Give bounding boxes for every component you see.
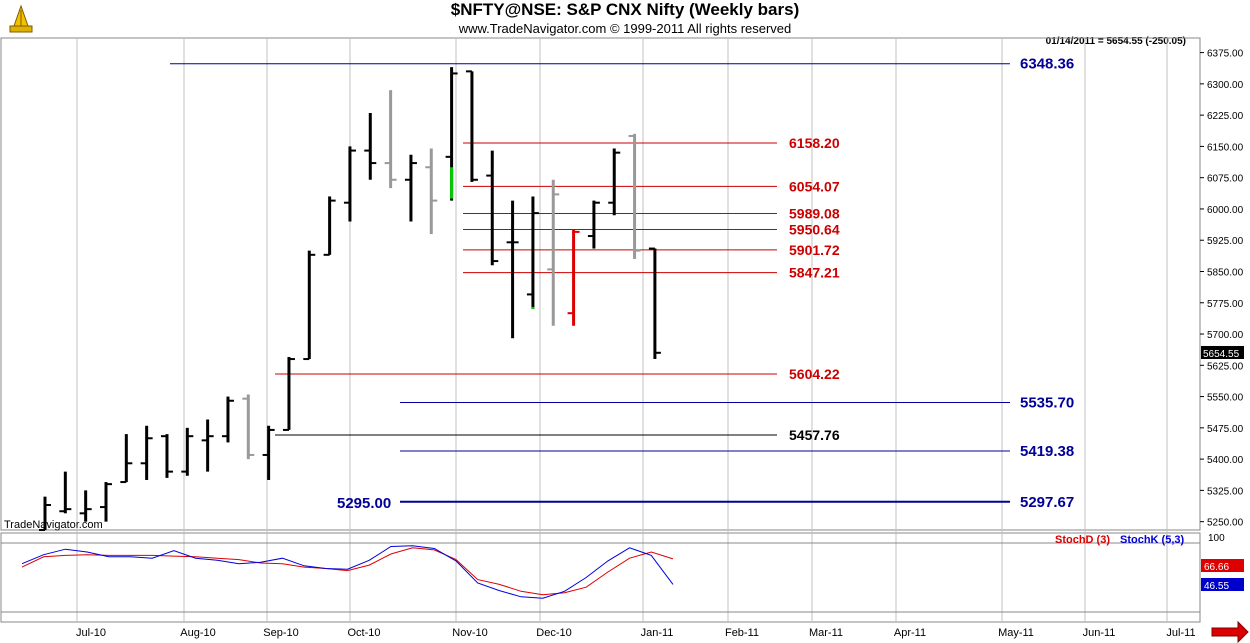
scroll-right-arrow-icon[interactable] [1211, 620, 1249, 643]
price-readout: 01/14/2011 = 5654.55 (-250.05) [1045, 36, 1186, 47]
level-left-label: 5295.00 [337, 495, 391, 512]
level-label: 5847.21 [789, 265, 840, 281]
x-tick-label: Sep-10 [263, 627, 298, 639]
chart-subtitle: www.TradeNavigator.com © 1999-2011 All r… [458, 21, 792, 36]
x-tick-label: Jul-11 [1166, 627, 1195, 639]
level-label: 5419.38 [1020, 443, 1074, 460]
x-tick-label: Mar-11 [809, 627, 843, 639]
level-label: 5535.70 [1020, 395, 1074, 412]
x-tick-label: May-11 [998, 627, 1034, 639]
y-tick-label: 5475.00 [1207, 424, 1244, 435]
level-label: 5604.22 [789, 366, 840, 382]
stoch-d-value-box [1201, 559, 1244, 572]
watermark-text: TradeNavigator.com [4, 519, 103, 531]
x-tick-label: Jun-11 [1083, 627, 1116, 639]
x-tick-label: Oct-10 [347, 627, 380, 639]
y-tick-label: 6075.00 [1207, 174, 1244, 185]
y-tick-label: 5250.00 [1207, 518, 1244, 529]
y-tick-label: 5700.00 [1207, 330, 1244, 341]
last-price-box [1201, 345, 1244, 359]
y-tick-label: 6150.00 [1207, 142, 1244, 153]
y-tick-label: 5850.00 [1207, 267, 1244, 278]
y-tick-label: 5550.00 [1207, 393, 1244, 404]
x-tick-label: Feb-11 [725, 627, 759, 639]
last-price-label: 5654.55 [1203, 349, 1240, 360]
stoch-k-value: 46.55 [1204, 581, 1229, 592]
stoch-d-line [21, 547, 674, 596]
x-tick-label: Nov-10 [452, 627, 487, 639]
y-tick-label: 5925.00 [1207, 236, 1244, 247]
stoch-k-line [21, 545, 674, 599]
level-label: 6348.36 [1020, 56, 1074, 73]
stoch-d-legend: StochD (3) [1055, 534, 1110, 546]
chart-title: $NFTY@NSE: S&P CNX Nifty (Weekly bars) [450, 0, 800, 19]
stoch-d-value: 66.66 [1204, 562, 1229, 573]
level-label: 6054.07 [789, 178, 840, 194]
x-tick-label: Aug-10 [180, 627, 215, 639]
y-tick-label: 6000.00 [1207, 205, 1244, 216]
level-label: 6158.20 [789, 135, 840, 151]
stoch-scale-label: 100 [1208, 533, 1225, 544]
level-label: 5297.67 [1020, 494, 1074, 511]
x-tick-label: Apr-11 [894, 627, 926, 639]
level-label: 5950.64 [789, 222, 840, 238]
x-tick-label: Jan-11 [641, 627, 674, 639]
level-label: 5457.76 [789, 427, 840, 443]
y-tick-label: 5775.00 [1207, 299, 1244, 310]
stoch-k-legend: StochK (5,3) [1120, 534, 1185, 546]
x-tick-label: Dec-10 [536, 627, 571, 639]
x-tick-label: Jul-10 [76, 627, 106, 639]
y-tick-label: 6375.00 [1207, 49, 1244, 60]
y-tick-label: 5625.00 [1207, 361, 1244, 372]
y-tick-label: 6225.00 [1207, 111, 1244, 122]
y-tick-label: 5400.00 [1207, 455, 1244, 466]
level-label: 5901.72 [789, 242, 840, 258]
stoch-panel-frame [0, 532, 1201, 623]
level-label: 5989.08 [789, 206, 840, 222]
y-tick-label: 6300.00 [1207, 80, 1244, 91]
y-tick-label: 5325.00 [1207, 486, 1244, 497]
price-panel-frame [0, 37, 1201, 531]
trade-navigator-logo-icon [6, 4, 36, 39]
stoch-k-value-box [1201, 578, 1244, 591]
